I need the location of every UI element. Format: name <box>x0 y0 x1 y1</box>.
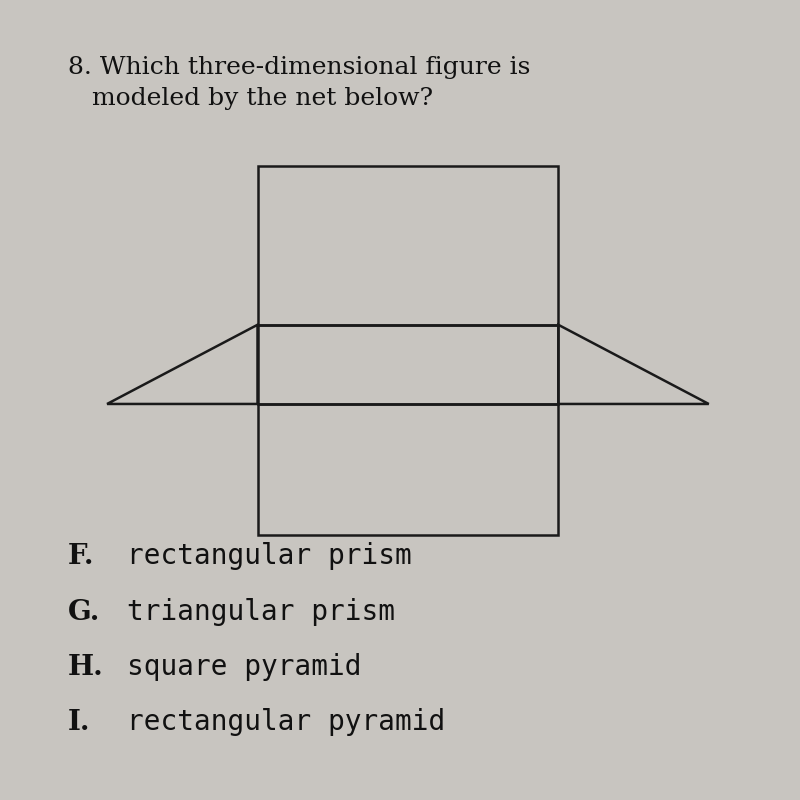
Text: 8. Which three-dimensional figure is: 8. Which three-dimensional figure is <box>67 56 530 78</box>
Text: modeled by the net below?: modeled by the net below? <box>67 87 433 110</box>
Text: G.: G. <box>67 598 100 626</box>
Text: square pyramid: square pyramid <box>127 653 362 681</box>
Text: H.: H. <box>67 654 103 681</box>
Text: F.: F. <box>67 543 94 570</box>
Text: triangular prism: triangular prism <box>127 598 395 626</box>
Text: rectangular prism: rectangular prism <box>127 542 412 570</box>
Text: rectangular pyramid: rectangular pyramid <box>127 709 445 737</box>
Text: I.: I. <box>67 710 90 737</box>
